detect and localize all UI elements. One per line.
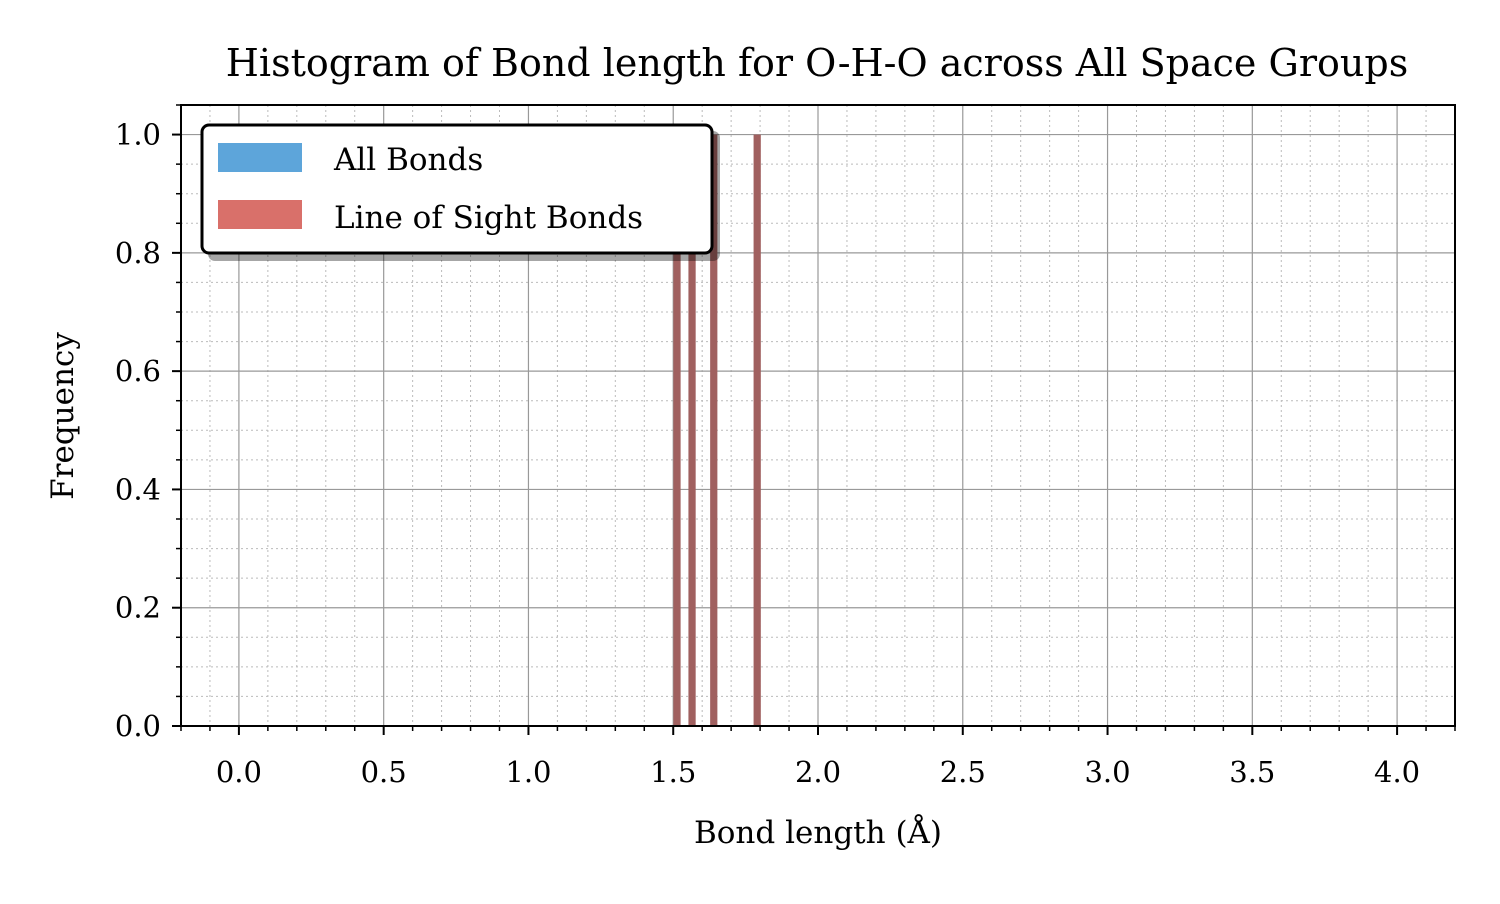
x-axis-ticks: 0.0 0.5 1.0 1.5 2.0 2.5 3.0 3.5 4.0: [180, 726, 1456, 789]
x-tick-label: 0.0: [216, 755, 262, 789]
bar-line-of-sight-bonds: [673, 134, 681, 727]
legend-box: [200, 123, 714, 255]
x-tick-label: 1.5: [650, 755, 696, 789]
bar-line-of-sight-bonds: [710, 134, 718, 727]
x-tick-label: 3.5: [1229, 755, 1275, 789]
x-tick-label: 4.0: [1374, 755, 1420, 789]
x-tick-label: 0.5: [361, 755, 407, 789]
y-tick-label: 0.4: [115, 472, 161, 506]
x-tick-label: 1.0: [505, 755, 551, 789]
legend-label-line-of-sight-bonds: Line of Sight Bonds: [334, 200, 643, 236]
x-axis-label: Bond length (Å): [694, 813, 942, 851]
y-axis-label: Frequency: [45, 332, 81, 500]
y-tick-label: 1.0: [115, 118, 161, 152]
legend-swatch-line-of-sight-bonds: [218, 200, 302, 229]
y-tick-label: 0.6: [115, 354, 161, 388]
y-axis-ticks: 0.0 0.2 0.4 0.6 0.8 1.0: [115, 104, 181, 743]
legend-swatch-all-bonds: [218, 143, 302, 172]
bar-line-of-sight-bonds: [688, 134, 696, 727]
legend: All Bonds Line of Sight Bonds: [200, 123, 720, 261]
legend-label-all-bonds: All Bonds: [333, 142, 483, 178]
y-tick-label: 0.8: [115, 236, 161, 270]
x-tick-label: 2.5: [940, 755, 986, 789]
y-tick-label: 0.0: [115, 709, 161, 743]
x-tick-label: 2.0: [795, 755, 841, 789]
y-tick-label: 0.2: [115, 591, 161, 625]
x-tick-label: 3.0: [1084, 755, 1130, 789]
bar-line-of-sight-bonds: [753, 134, 761, 727]
chart-title: Histogram of Bond length for O-H-O acros…: [226, 41, 1408, 85]
bars-group: [673, 134, 761, 727]
